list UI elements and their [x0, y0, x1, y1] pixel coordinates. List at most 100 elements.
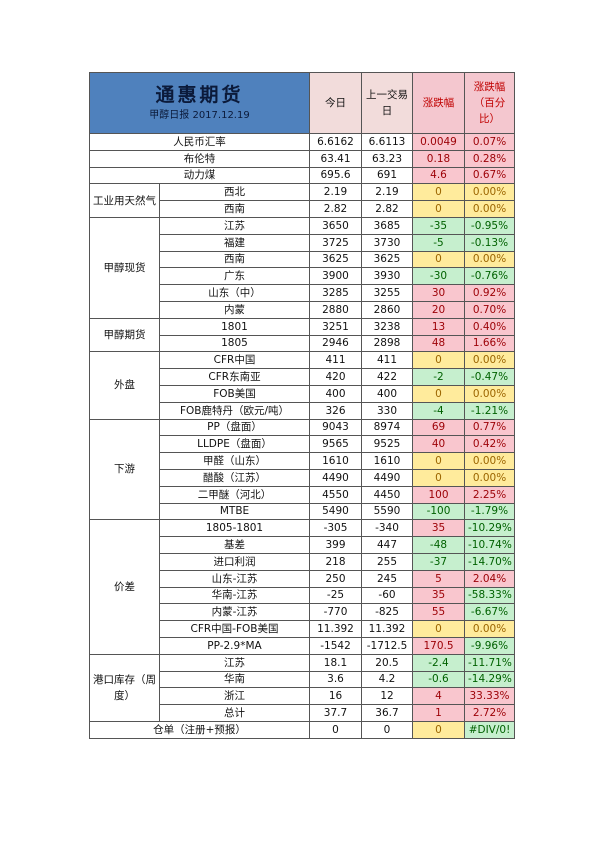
- row-label: 二甲醚（河北）: [159, 485, 310, 504]
- cell-today: 420: [309, 368, 362, 386]
- table-row: 布伦特 63.41 63.23 0.18 0.28%: [89, 149, 515, 168]
- cell-change: 0: [412, 183, 465, 202]
- cell-pct: 0.28%: [464, 149, 515, 168]
- cell-change: -30: [412, 267, 465, 286]
- cell-today: -25: [309, 586, 362, 605]
- cell-change: -0.6: [412, 670, 465, 689]
- cell-today: 16: [309, 687, 362, 706]
- cell-change: 5: [412, 569, 465, 588]
- cell-change: 100: [412, 485, 465, 504]
- cell-prev: 3238: [361, 317, 413, 336]
- cell-change: -37: [412, 552, 465, 571]
- row-label: 布伦特: [89, 149, 310, 168]
- cell-pct: -1.21%: [464, 401, 515, 420]
- cell-today: 2.19: [309, 183, 362, 202]
- row-label: 西南: [159, 250, 310, 269]
- row-group: 工业用天然气: [89, 183, 160, 218]
- cell-pct: 0.00%: [464, 452, 515, 470]
- cell-change: 0: [412, 384, 465, 403]
- col-header-prev: 上一交易日: [361, 72, 413, 134]
- row-label: 西南: [159, 200, 310, 218]
- table-row: 价差 1805-1801 -305 -340 35 -10.29%: [89, 519, 515, 655]
- table-row: 华南-江苏 -25 -60 35 -58.33%: [90, 586, 515, 605]
- cell-change: -48: [412, 536, 465, 554]
- cell-change: 0: [412, 200, 465, 218]
- row-label: 1801: [159, 317, 310, 336]
- cell-prev: 4.2: [361, 670, 413, 689]
- table-row: 人民币汇率 6.6162 6.6113 0.0049 0.07%: [89, 133, 515, 151]
- row-label: 人民币汇率: [89, 133, 310, 151]
- cell-change: -4: [412, 401, 465, 420]
- table-row: 仓单（注册+预报） 0 0 0 #DIV/0!: [89, 720, 515, 739]
- cell-prev: 1610: [361, 452, 413, 470]
- cell-pct: 0.70%: [464, 300, 515, 319]
- table-row: 外盘 CFR中国 411 411 0 0.00%: [89, 351, 515, 420]
- cell-change: 55: [412, 603, 465, 622]
- cell-prev: 447: [361, 536, 413, 554]
- cell-today: 5490: [309, 502, 362, 521]
- cell-today: 3251: [309, 317, 362, 336]
- cell-prev: 4490: [361, 468, 413, 487]
- cell-change: 0: [412, 351, 465, 370]
- row-label: 广东: [159, 267, 310, 286]
- row-label: CFR中国-FOB美国: [159, 620, 310, 638]
- col-header-today: 今日: [309, 72, 362, 134]
- cell-today: 411: [309, 351, 362, 370]
- cell-prev: 2860: [361, 300, 413, 319]
- cell-prev: 12: [361, 687, 413, 706]
- cell-change: 48: [412, 334, 465, 353]
- table-row: 动力煤 695.6 691 4.6 0.67%: [89, 166, 515, 185]
- table-row: 基差 399 447 -48 -10.74%: [90, 536, 515, 554]
- col-header-change: 涨跌幅: [412, 72, 465, 134]
- cell-prev: 63.23: [361, 149, 413, 168]
- cell-pct: 0.40%: [464, 317, 515, 336]
- cell-pct: 33.33%: [464, 687, 515, 706]
- cell-change: -2.4: [412, 653, 465, 672]
- row-label: MTBE: [159, 502, 310, 521]
- cell-pct: -10.74%: [464, 536, 515, 554]
- row-label: PP-2.9*MA: [159, 636, 310, 655]
- cell-pct: 2.72%: [464, 704, 515, 722]
- row-label: 福建: [159, 233, 310, 252]
- cell-pct: -0.13%: [464, 233, 515, 252]
- table-row: 总计 37.7 36.7 1 2.72%: [90, 704, 515, 722]
- table-row: PP-2.9*MA -1542 -1712.5 170.5 -9.96%: [90, 636, 515, 655]
- cell-change: 35: [412, 586, 465, 605]
- cell-today: 326: [309, 401, 362, 420]
- cell-today: 3.6: [309, 670, 362, 689]
- cell-prev: 411: [361, 351, 413, 370]
- table-row: 下游 PP（盘面） 9043 8974 69 0.77%: [89, 418, 515, 521]
- cell-pct: 0.00%: [464, 468, 515, 487]
- row-label: 华南: [159, 670, 310, 689]
- cell-change: -35: [412, 216, 465, 235]
- cell-pct: 0.77%: [464, 418, 515, 437]
- table-row: 甲醇期货 1801 3251 3238 13 0.40%: [89, 317, 515, 353]
- cell-change: 0: [412, 468, 465, 487]
- cell-prev: 8974: [361, 418, 413, 437]
- cell-prev: 4450: [361, 485, 413, 504]
- cell-pct: -14.70%: [464, 552, 515, 571]
- row-label: 江苏: [159, 653, 310, 672]
- cell-pct: 2.04%: [464, 569, 515, 588]
- report-subtitle: 甲醇日报 2017.12.19: [149, 110, 250, 121]
- cell-pct: 0.00%: [464, 200, 515, 218]
- cell-pct: -0.76%: [464, 267, 515, 286]
- row-group: 外盘: [89, 351, 160, 420]
- cell-today: 4550: [309, 485, 362, 504]
- cell-change: 20: [412, 300, 465, 319]
- cell-prev: 5590: [361, 502, 413, 521]
- cell-today: 3625: [309, 250, 362, 269]
- cell-today: 695.6: [309, 166, 362, 185]
- cell-prev: 20.5: [361, 653, 413, 672]
- table-row: MTBE 5490 5590 -100 -1.79%: [90, 502, 515, 521]
- cell-change: 0.0049: [412, 133, 465, 151]
- table-row: 内蒙 2880 2860 20 0.70%: [90, 300, 515, 319]
- row-label: 内蒙: [159, 300, 310, 319]
- row-group: 甲醇现货: [89, 216, 160, 319]
- row-label: 醋酸（江苏）: [159, 468, 310, 487]
- table-row: 内蒙-江苏 -770 -825 55 -6.67%: [90, 603, 515, 622]
- cell-change: 40: [412, 435, 465, 454]
- cell-pct: 0.00%: [464, 250, 515, 269]
- cell-change: 13: [412, 317, 465, 336]
- cell-prev: 400: [361, 384, 413, 403]
